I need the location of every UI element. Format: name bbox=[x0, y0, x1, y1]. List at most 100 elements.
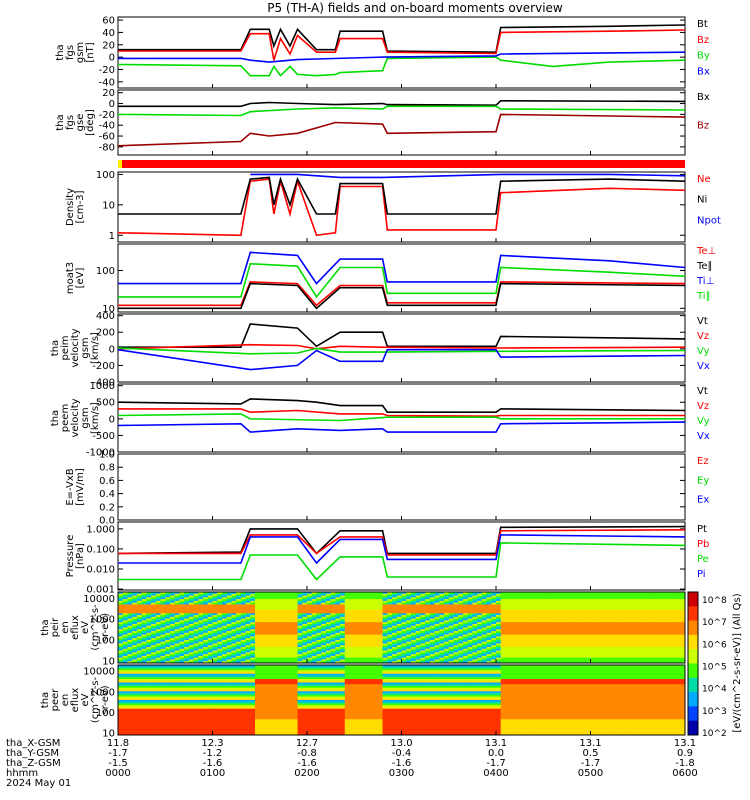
heatmap-cell bbox=[599, 611, 606, 614]
heatmap-cell bbox=[647, 616, 653, 620]
heatmap-cell bbox=[491, 643, 497, 646]
heatmap-cell bbox=[609, 657, 615, 660]
heatmap-cell bbox=[203, 592, 209, 595]
heatmap-cell bbox=[297, 636, 303, 639]
heatmap-cell bbox=[618, 607, 625, 611]
heatmap-cell bbox=[174, 629, 180, 632]
heatmap-cell bbox=[273, 638, 280, 641]
heatmap-cell bbox=[628, 607, 634, 611]
heatmap-cell bbox=[382, 655, 388, 659]
y-tick-label: 1000 bbox=[90, 381, 115, 392]
legend-Vt: Vt bbox=[697, 386, 708, 397]
heatmap-cell bbox=[307, 622, 313, 625]
heatmap-cell bbox=[420, 629, 426, 632]
heatmap-cell bbox=[382, 632, 388, 636]
heatmap-cell bbox=[439, 643, 445, 646]
heatmap-cell bbox=[410, 641, 417, 644]
heatmap-cell bbox=[519, 613, 525, 616]
heatmap-cell bbox=[425, 627, 431, 630]
heatmap-cell bbox=[311, 629, 317, 632]
heatmap-cell bbox=[628, 654, 634, 657]
heatmap-cell bbox=[538, 602, 544, 605]
heatmap-cell bbox=[165, 599, 171, 602]
heatmap-cell bbox=[477, 606, 483, 609]
heatmap-cell bbox=[510, 613, 516, 616]
heatmap-cell bbox=[590, 659, 596, 662]
heatmap-cell bbox=[425, 607, 431, 611]
heatmap-cell bbox=[340, 600, 346, 604]
heatmap-cell bbox=[467, 629, 473, 632]
heatmap-cell bbox=[344, 595, 351, 598]
heatmap-cell bbox=[444, 607, 450, 611]
heatmap-cell bbox=[141, 634, 147, 637]
heatmap-cell bbox=[396, 607, 402, 611]
heatmap-cell bbox=[547, 650, 554, 653]
heatmap-cell bbox=[543, 620, 549, 623]
heatmap-cell bbox=[203, 616, 209, 620]
heatmap-cell bbox=[335, 604, 341, 607]
heatmap-cell bbox=[595, 592, 601, 595]
heatmap-cell bbox=[203, 641, 209, 644]
heatmap-cell bbox=[297, 600, 303, 604]
heatmap-cell bbox=[581, 593, 587, 597]
heatmap-cell bbox=[160, 661, 166, 664]
heatmap-cell bbox=[496, 636, 502, 639]
heatmap-cell bbox=[127, 606, 133, 609]
heatmap-cell bbox=[259, 634, 265, 637]
heatmap-cell bbox=[510, 602, 516, 605]
heatmap-cell bbox=[221, 631, 228, 634]
y-tick-label: -40 bbox=[99, 121, 115, 132]
heatmap-cell bbox=[614, 602, 620, 605]
heatmap-cell bbox=[226, 599, 232, 602]
heatmap-cell bbox=[661, 645, 667, 648]
heatmap-cell bbox=[330, 606, 336, 609]
heatmap-cell bbox=[666, 627, 672, 630]
heatmap-cell bbox=[217, 616, 223, 620]
heatmap-cell bbox=[552, 639, 558, 643]
heatmap-cell bbox=[425, 643, 431, 646]
heatmap-cell bbox=[604, 641, 610, 644]
heatmap-cell bbox=[321, 643, 327, 646]
heatmap-cell bbox=[557, 611, 563, 614]
heatmap-cell bbox=[666, 597, 672, 600]
heatmap-cell bbox=[311, 657, 317, 660]
heatmap-cell bbox=[453, 599, 459, 602]
heatmap-cell bbox=[141, 631, 147, 634]
heatmap-cell bbox=[396, 615, 402, 618]
heatmap-cell bbox=[505, 641, 511, 644]
heatmap-cell bbox=[410, 629, 417, 632]
heatmap-cell bbox=[472, 657, 478, 660]
heatmap-cell bbox=[505, 627, 511, 630]
heatmap-cell bbox=[311, 625, 317, 628]
heatmap-cell bbox=[368, 606, 374, 609]
y-tick-label: 10 bbox=[102, 656, 115, 667]
heatmap-cell bbox=[340, 659, 346, 662]
heatmap-cell bbox=[628, 636, 634, 639]
heatmap-cell bbox=[188, 643, 195, 646]
heatmap-cell bbox=[401, 616, 407, 620]
heatmap-cell bbox=[273, 611, 280, 614]
heatmap-cell bbox=[628, 639, 634, 643]
heatmap-cell bbox=[179, 636, 185, 639]
heatmap-cell bbox=[533, 629, 540, 632]
heatmap-cell bbox=[288, 645, 294, 648]
heatmap-cell bbox=[188, 618, 195, 621]
heatmap-cell bbox=[538, 639, 544, 643]
heatmap-cell bbox=[155, 620, 162, 623]
heatmap-cell bbox=[269, 613, 275, 616]
heatmap-cell bbox=[477, 613, 483, 616]
heatmap-cell bbox=[510, 638, 516, 641]
heatmap-cell bbox=[269, 625, 275, 628]
heatmap-cell bbox=[623, 602, 629, 605]
heatmap-cell bbox=[533, 634, 540, 637]
heatmap-cell bbox=[382, 609, 388, 613]
heatmap-cell bbox=[193, 599, 199, 602]
heatmap-cell bbox=[462, 647, 469, 650]
heatmap-cell bbox=[590, 623, 596, 627]
heatmap-cell bbox=[217, 622, 223, 625]
heatmap-cell bbox=[557, 616, 563, 620]
heatmap-cell bbox=[122, 600, 128, 604]
heatmap-cell bbox=[179, 650, 185, 653]
heatmap-cell bbox=[552, 618, 558, 621]
heatmap-cell bbox=[477, 622, 483, 625]
